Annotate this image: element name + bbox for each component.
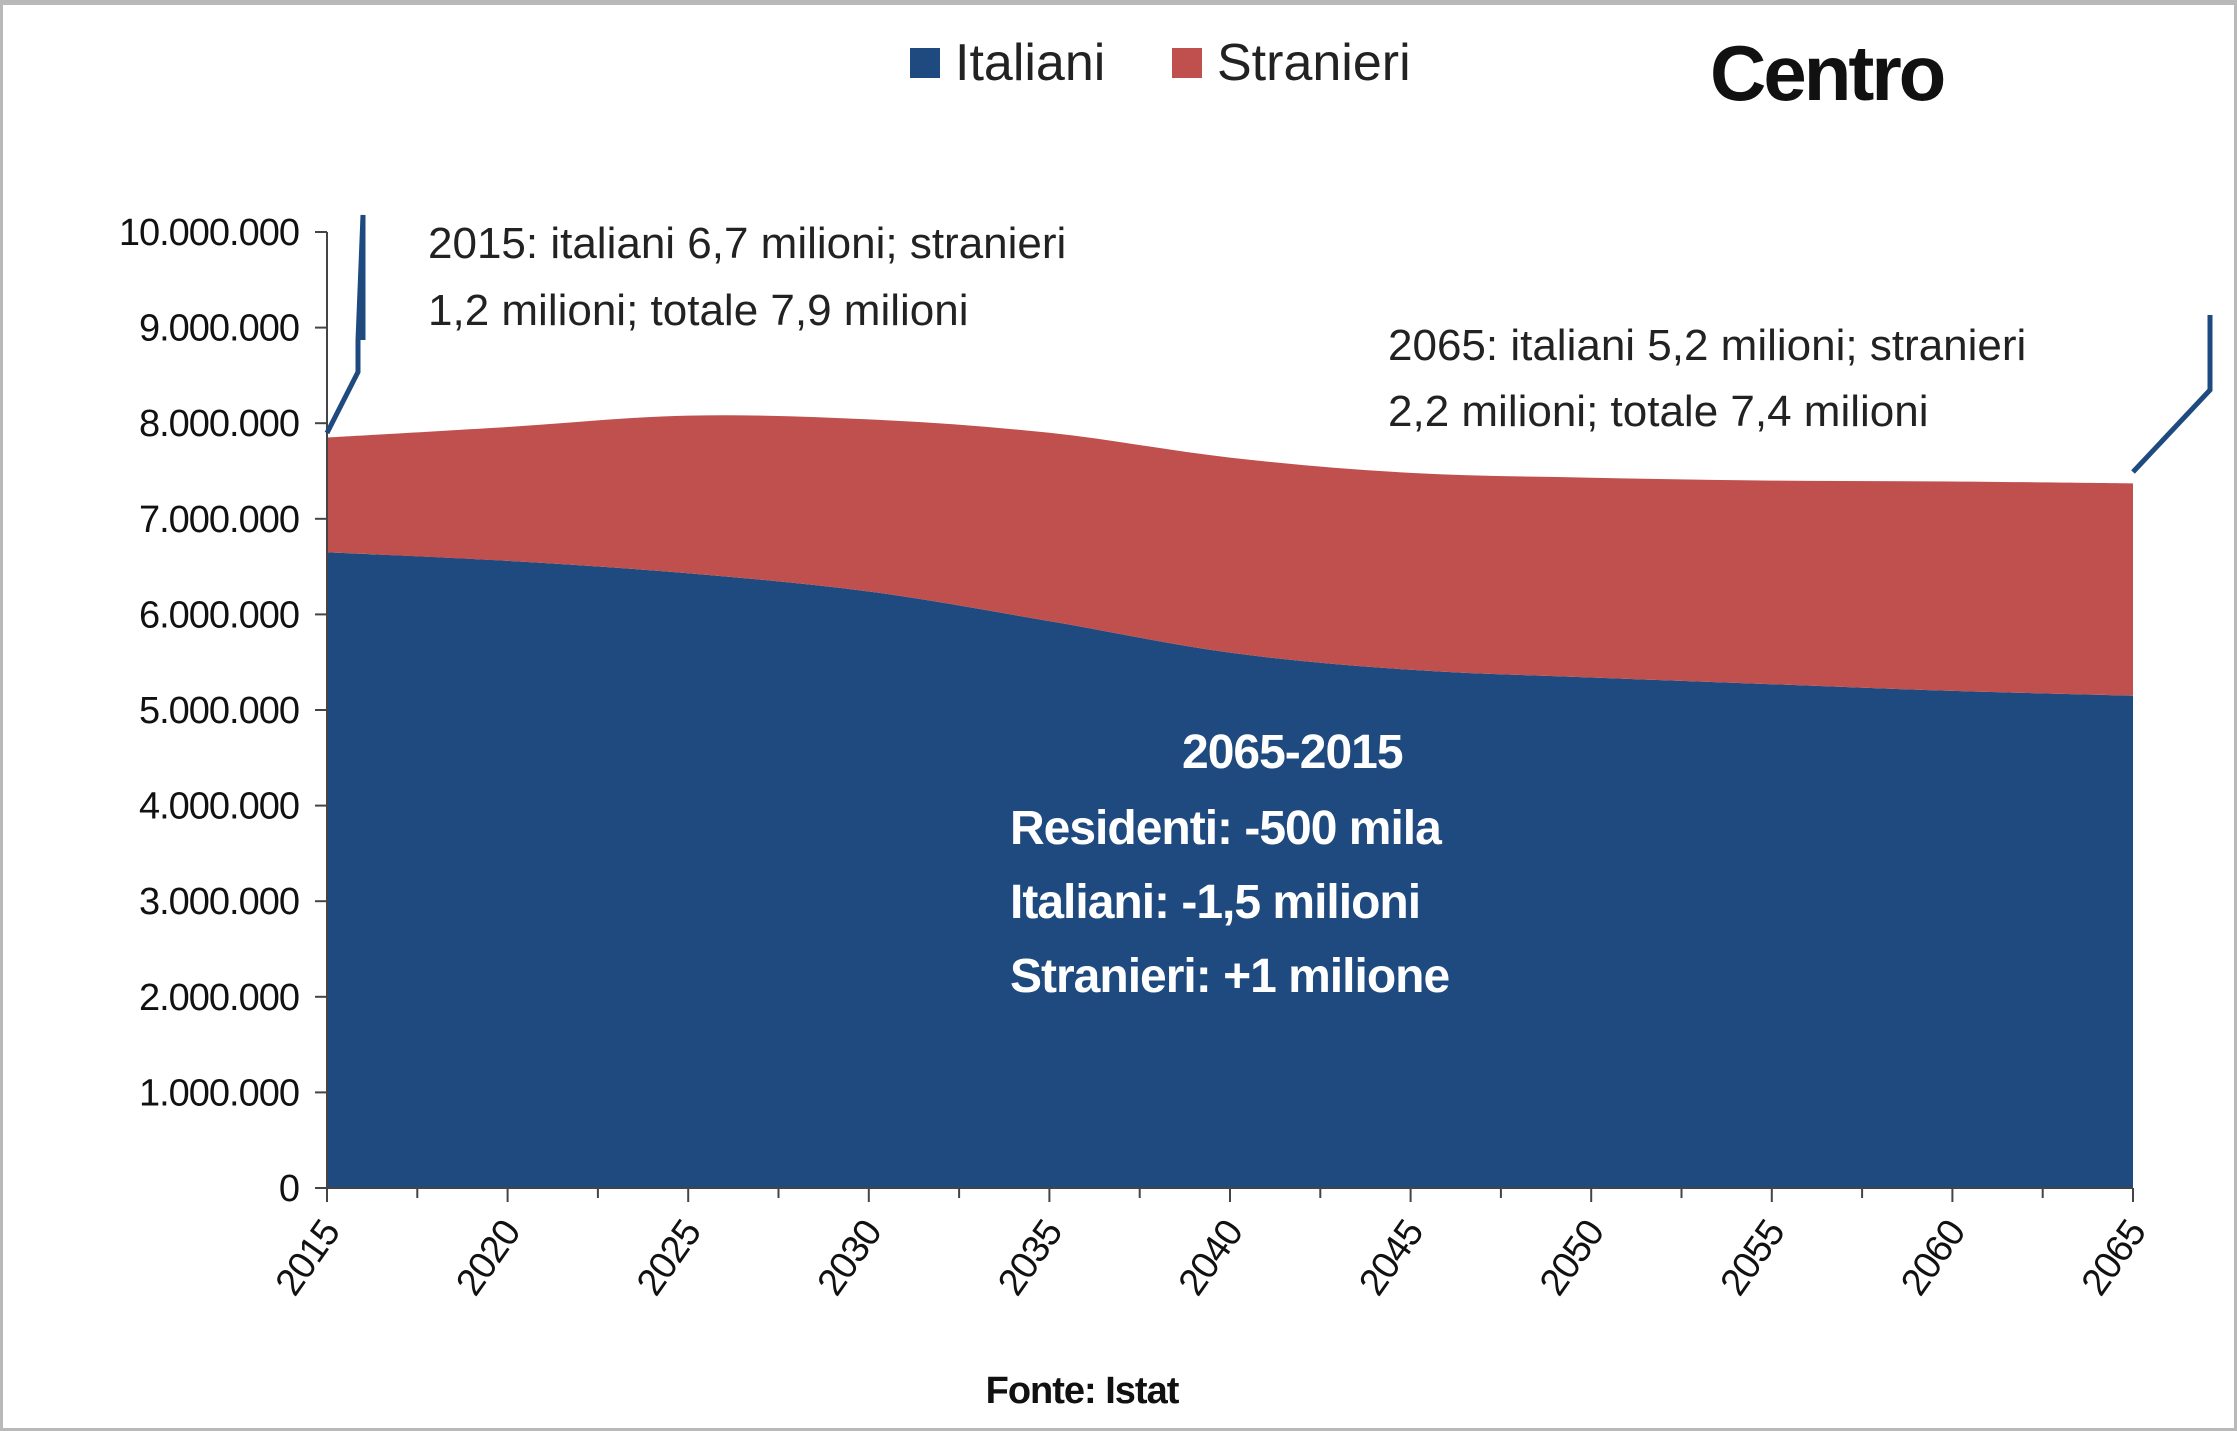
y-tick-label: 6.000.000 bbox=[139, 594, 299, 636]
x-tick-label: 2030 bbox=[810, 1213, 891, 1303]
annotation-2065-line1: 2065: italiani 5,2 milioni; stranieri bbox=[1388, 321, 2026, 370]
x-tick-label: 2055 bbox=[1713, 1213, 1794, 1303]
area-italiani bbox=[327, 552, 2133, 1188]
y-tick-label: 9.000.000 bbox=[139, 308, 299, 350]
legend-label-italiani: Italiani bbox=[955, 34, 1105, 92]
chart-title: Centro bbox=[1710, 29, 1944, 117]
annotation-2015: 2015: italiani 6,7 milioni; stranieri 1,… bbox=[428, 219, 1066, 335]
legend-label-stranieri: Stranieri bbox=[1217, 34, 1411, 92]
legend: Italiani Stranieri bbox=[910, 34, 1411, 92]
summary-period: 2065-2015 bbox=[1182, 726, 1403, 779]
annotation-2015-line2: 1,2 milioni; totale 7,9 milioni bbox=[428, 286, 968, 335]
annotation-2015-line1: 2015: italiani 6,7 milioni; stranieri bbox=[428, 219, 1066, 268]
y-tick-label: 4.000.000 bbox=[139, 786, 299, 828]
x-tick-label: 2045 bbox=[1351, 1213, 1432, 1303]
y-tick-label: 0 bbox=[279, 1168, 299, 1210]
annotation-summary: 2065-2015 Residenti: -500 mila Italiani:… bbox=[1010, 726, 1450, 1003]
summary-residenti: Residenti: -500 mila bbox=[1010, 802, 1442, 855]
summary-italiani: Italiani: -1,5 milioni bbox=[1010, 876, 1420, 929]
y-tick-label: 7.000.000 bbox=[139, 499, 299, 541]
summary-stranieri: Stranieri: +1 milione bbox=[1010, 950, 1449, 1003]
x-tick-label: 2050 bbox=[1532, 1213, 1613, 1303]
y-tick-label: 1.000.000 bbox=[139, 1072, 299, 1114]
y-tick-label: 5.000.000 bbox=[139, 690, 299, 732]
x-tick-label: 2025 bbox=[629, 1213, 710, 1303]
y-axis: 0 1.000.000 2.000.000 3.000.000 4.000.000 5.0… bbox=[119, 212, 328, 1210]
y-tick-label: 3.000.000 bbox=[139, 881, 299, 923]
x-tick-label: 2060 bbox=[1893, 1213, 1974, 1303]
legend-swatch-italiani bbox=[910, 48, 940, 78]
legend-swatch-stranieri bbox=[1172, 48, 1202, 78]
x-tick-label: 2015 bbox=[268, 1213, 349, 1303]
y-tick-label: 10.000.000 bbox=[119, 212, 299, 254]
area-stranieri bbox=[327, 415, 2133, 696]
callout-line-2015 bbox=[324, 214, 366, 435]
y-tick-label: 8.000.000 bbox=[139, 403, 299, 445]
annotation-2065: 2065: italiani 5,2 milioni; stranieri 2,… bbox=[1388, 321, 2026, 436]
x-tick-label: 2065 bbox=[2074, 1213, 2155, 1303]
x-tick-label: 2040 bbox=[1171, 1213, 1252, 1303]
callout-line-2065 bbox=[2131, 315, 2213, 474]
x-axis: 2015 2020 2025 2030 2035 2040 2045 2050 2055 2060… bbox=[268, 1187, 2155, 1303]
x-tick-label: 2035 bbox=[990, 1213, 1071, 1303]
source-note: Fonte: Istat bbox=[986, 1370, 1180, 1412]
y-tick-label: 2.000.000 bbox=[139, 977, 299, 1019]
annotation-2065-line2: 2,2 milioni; totale 7,4 milioni bbox=[1388, 387, 1928, 436]
x-tick-label: 2020 bbox=[448, 1213, 529, 1303]
